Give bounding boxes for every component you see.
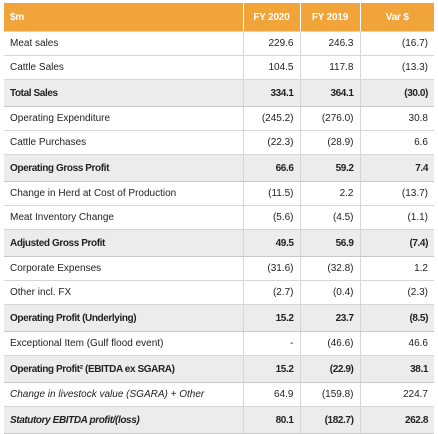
- value-cell: (4.5): [299, 205, 360, 230]
- row-label: Statutory EBITDA profit/(loss): [4, 406, 243, 434]
- value-cell: 66.6: [242, 154, 300, 182]
- row-label: Other incl. FX: [4, 280, 243, 305]
- row-label: Meat Inventory Change: [4, 205, 243, 230]
- row-label: Total Sales: [4, 79, 243, 107]
- value-cell: 15.2: [242, 304, 300, 332]
- row-label: Operating Gross Profit: [4, 154, 243, 182]
- value-cell: (276.0): [299, 106, 360, 131]
- value-cell: 246.3: [299, 31, 360, 56]
- value-cell: 64.9: [242, 382, 300, 407]
- value-cell: 49.5: [242, 229, 300, 257]
- value-cell: (2.3): [359, 280, 434, 305]
- value-cell: 6.6: [359, 130, 434, 155]
- value-cell: (22.3): [242, 130, 300, 155]
- value-cell: 364.1: [299, 79, 360, 107]
- row-label: Corporate Expenses: [4, 256, 243, 281]
- value-cell: (13.7): [359, 181, 434, 206]
- value-cell: 56.9: [299, 229, 360, 257]
- table-row: Cattle Sales 104.5 117.8 (13.3): [4, 55, 434, 80]
- table-row: Operating Gross Profit 66.6 59.2 7.4: [4, 154, 434, 182]
- value-cell: (8.5): [359, 304, 434, 332]
- row-label: Operating Profit (Underlying): [4, 304, 243, 332]
- table-row: Statutory EBITDA profit/(loss) 80.1 (182.7…: [4, 406, 434, 434]
- table-row: Operating Profit (Underlying) 15.2 23.7 (8.…: [4, 304, 434, 332]
- table-row: Other incl. FX (2.7) (0.4) (2.3): [4, 280, 434, 305]
- header-cell: Var $: [359, 3, 434, 32]
- value-cell: (30.0): [359, 79, 434, 107]
- value-cell: 46.6: [359, 331, 434, 356]
- value-cell: 117.8: [299, 55, 360, 80]
- value-cell: (2.7): [242, 280, 300, 305]
- value-cell: 23.7: [299, 304, 360, 332]
- table-row: Operating Expenditure (245.2) (276.0) 30.8: [4, 106, 434, 131]
- value-cell: 224.7: [359, 382, 434, 407]
- table-row: Corporate Expenses (31.6) (32.8) 1.2: [4, 256, 434, 281]
- value-cell: (5.6): [242, 205, 300, 230]
- financial-table: $m FY 2020 FY 2019 Var $ Meat sales 229.6…: [4, 3, 434, 434]
- header-cell: FY 2019: [299, 3, 360, 32]
- value-cell: (13.3): [359, 55, 434, 80]
- value-cell: (1.1): [359, 205, 434, 230]
- value-cell: (0.4): [299, 280, 360, 305]
- value-cell: 262.8: [359, 406, 434, 434]
- value-cell: (11.5): [242, 181, 300, 206]
- row-label: Cattle Purchases: [4, 130, 243, 155]
- row-label: Adjusted Gross Profit: [4, 229, 243, 257]
- table-row: Change in livestock value (SGARA) + Othe…: [4, 382, 434, 407]
- row-label: Cattle Sales: [4, 55, 243, 80]
- row-label: Operating Expenditure: [4, 106, 243, 131]
- value-cell: (32.8): [299, 256, 360, 281]
- value-cell: (182.7): [299, 406, 360, 434]
- value-cell: (31.6): [242, 256, 300, 281]
- value-cell: 59.2: [299, 154, 360, 182]
- row-label: Change in Herd at Cost of Production: [4, 181, 243, 206]
- value-cell: 38.1: [359, 355, 434, 383]
- row-label: Exceptional Item (Gulf flood event): [4, 331, 243, 356]
- value-cell: 229.6: [242, 31, 300, 56]
- table-row: Change in Herd at Cost of Production (11.…: [4, 181, 434, 206]
- table-row: Adjusted Gross Profit 49.5 56.9 (7.4): [4, 229, 434, 257]
- table-row: Exceptional Item (Gulf flood event) - (46.…: [4, 331, 434, 356]
- value-cell: (16.7): [359, 31, 434, 56]
- value-cell: (22.9): [299, 355, 360, 383]
- table-row: Operating Profit² (EBITDA ex SGARA) 15.2(…: [4, 355, 434, 383]
- value-cell: 104.5: [242, 55, 300, 80]
- value-cell: (28.9): [299, 130, 360, 155]
- value-cell: 334.1: [242, 79, 300, 107]
- value-cell: 30.8: [359, 106, 434, 131]
- row-label: Meat sales: [4, 31, 243, 56]
- value-cell: (7.4): [359, 229, 434, 257]
- header-cell: FY 2020: [242, 3, 300, 32]
- value-cell: 2.2: [299, 181, 360, 206]
- header-row: $m FY 2020 FY 2019 Var $: [4, 3, 434, 32]
- value-cell: 7.4: [359, 154, 434, 182]
- value-cell: (159.8): [299, 382, 360, 407]
- table-row: Total Sales 334.1 364.1 (30.0): [4, 79, 434, 107]
- value-cell: 1.2: [359, 256, 434, 281]
- table-row: Meat Inventory Change (5.6) (4.5) (1.1): [4, 205, 434, 230]
- value-cell: -: [242, 331, 300, 356]
- row-label: Operating Profit² (EBITDA ex SGARA): [4, 355, 243, 383]
- header-cell: $m: [4, 3, 243, 32]
- row-label: Change in livestock value (SGARA) + Othe…: [4, 382, 243, 407]
- table-row: Cattle Purchases (22.3) (28.9) 6.6: [4, 130, 434, 155]
- value-cell: 80.1: [242, 406, 300, 434]
- value-cell: (46.6): [299, 331, 360, 356]
- table-body: Meat sales 229.6 246.3 (16.7) Cattle Sales 10…: [4, 31, 434, 434]
- value-cell: (245.2): [242, 106, 300, 131]
- table-row: Meat sales 229.6 246.3 (16.7): [4, 31, 434, 56]
- value-cell: 15.2: [242, 355, 300, 383]
